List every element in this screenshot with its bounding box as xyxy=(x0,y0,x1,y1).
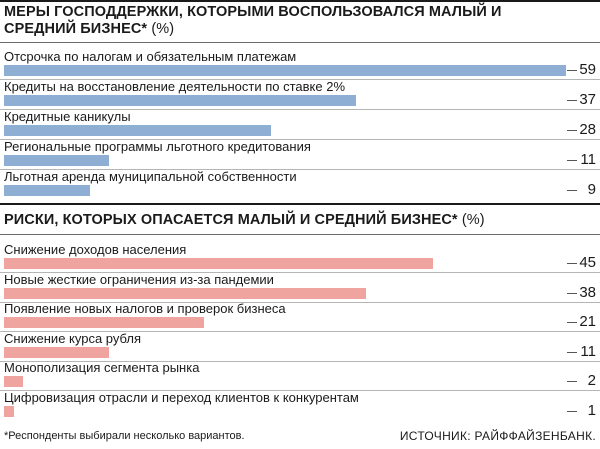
chart1-row-3: Кредитные каникулы 28 xyxy=(0,109,600,141)
chart2-bar xyxy=(4,287,366,299)
chart2-title-rule xyxy=(0,234,600,235)
chart1-unit: (%) xyxy=(151,21,175,37)
chart2-row-4: Снижение курса рубля 11 xyxy=(0,331,600,363)
row-separator xyxy=(0,301,600,303)
footnote: *Респонденты выбирали несколько варианто… xyxy=(4,430,245,442)
chart2-value-leader xyxy=(567,410,577,412)
chart2-bar xyxy=(4,258,433,269)
chart1-value-label: 9 xyxy=(587,181,596,198)
chart1-value-label: 11 xyxy=(580,151,596,168)
chart1-bar xyxy=(4,155,109,166)
chart2-category-label: Снижение доходов населения xyxy=(4,242,187,257)
row-separator xyxy=(0,79,600,80)
chart1-value-leader xyxy=(567,190,577,191)
row-separator xyxy=(0,272,600,273)
chart2-category-label: Цифровизация отрасли и переход клиентов … xyxy=(4,389,359,405)
chart2-value-label: 1 xyxy=(587,401,596,419)
row-separator xyxy=(0,139,600,140)
chart2-bar xyxy=(4,376,23,387)
chart1-bar xyxy=(4,65,566,76)
chart2-value-leader xyxy=(567,263,577,264)
chart2-title-text: РИСКИ, КОТОРЫХ ОПАСАЕТСЯ МАЛЫЙ И СРЕДНИЙ… xyxy=(4,212,458,228)
chart2-value-label: 21 xyxy=(579,313,596,330)
chart2-value-leader xyxy=(567,292,577,294)
chart1-row-5: Льготная аренда муниципальной собственно… xyxy=(0,169,600,201)
chart1-value-label: 28 xyxy=(579,121,596,138)
chart2-category-label: Новые жесткие ограничения из-за пандемии xyxy=(4,271,274,287)
row-separator xyxy=(0,169,600,170)
chart1-bar xyxy=(4,185,90,196)
chart1-bar xyxy=(4,125,271,136)
chart2-row-6: Цифровизация отрасли и переход клиентов … xyxy=(0,390,600,422)
chart1-row-2: Кредиты на восстановление деятельности п… xyxy=(0,79,600,111)
chart2-row-3: Появление новых налогов и проверок бизне… xyxy=(0,301,600,333)
chart2-row-2: Новые жесткие ограничения из-за пандемии… xyxy=(0,272,600,304)
chart2-unit: (%) xyxy=(461,212,485,228)
chart1-title: МЕРЫ ГОСПОДДЕРЖКИ, КОТОРЫМИ ВОСПОЛЬЗОВАЛ… xyxy=(4,4,524,38)
chart1-category-label: Кредитные каникулы xyxy=(4,109,131,124)
chart2-value-label: 2 xyxy=(587,372,596,389)
chart1-value-label: 59 xyxy=(579,61,596,78)
chart2-row-1: Снижение доходов населения 45 xyxy=(0,242,600,274)
chart1-value-leader xyxy=(567,130,577,131)
chart1-row-1: Отсрочка по налогам и обязательным плате… xyxy=(0,49,600,81)
chart1-category-label: Отсрочка по налогам и обязательным плате… xyxy=(4,49,297,64)
chart1-value-leader xyxy=(567,160,577,161)
chart2-value-label: 45 xyxy=(579,254,596,271)
chart1-value-leader xyxy=(567,70,577,71)
chart2-bar xyxy=(4,346,109,358)
chart2-value-leader xyxy=(567,351,577,353)
chart2-category-label: Появление новых налогов и проверок бизне… xyxy=(4,301,286,316)
chart1-title-rule xyxy=(0,42,600,43)
chart2-category-label: Монополизация сегмента рынка xyxy=(4,360,200,375)
chart2-bar xyxy=(4,317,204,328)
top-rule xyxy=(0,0,600,2)
row-separator xyxy=(0,390,600,391)
row-separator xyxy=(0,360,600,362)
row-separator xyxy=(0,331,600,332)
chart2-category-label: Снижение курса рубля xyxy=(4,330,142,346)
chart1-category-label: Кредиты на восстановление деятельности п… xyxy=(4,79,346,94)
chart1-category-label: Льготная аренда муниципальной собственно… xyxy=(4,169,297,184)
chart1-bar xyxy=(4,95,356,106)
row-separator xyxy=(0,109,600,110)
source-credit: ИСТОЧНИК: РАЙФФАЙЗЕНБАНК. xyxy=(399,429,596,443)
chart2-value-leader xyxy=(567,381,577,382)
chart1-value-label: 37 xyxy=(579,91,596,108)
chart2-value-label: 38 xyxy=(579,283,596,301)
chart1-category-label: Региональные программы льготного кредито… xyxy=(4,139,311,154)
chart1-value-leader xyxy=(567,100,577,101)
chart2-title: РИСКИ, КОТОРЫХ ОПАСАЕТСЯ МАЛЫЙ И СРЕДНИЙ… xyxy=(4,212,594,229)
chart1-row-4: Региональные программы льготного кредито… xyxy=(0,139,600,171)
chart1-title-text: МЕРЫ ГОСПОДДЕРЖКИ, КОТОРЫМИ ВОСПОЛЬЗОВАЛ… xyxy=(4,4,502,37)
chart2-row-5: Монополизация сегмента рынка 2 xyxy=(0,360,600,392)
section-divider xyxy=(0,203,600,205)
chart2-bar xyxy=(4,405,14,417)
chart2-value-label: 11 xyxy=(580,342,596,360)
chart2-value-leader xyxy=(567,322,577,323)
